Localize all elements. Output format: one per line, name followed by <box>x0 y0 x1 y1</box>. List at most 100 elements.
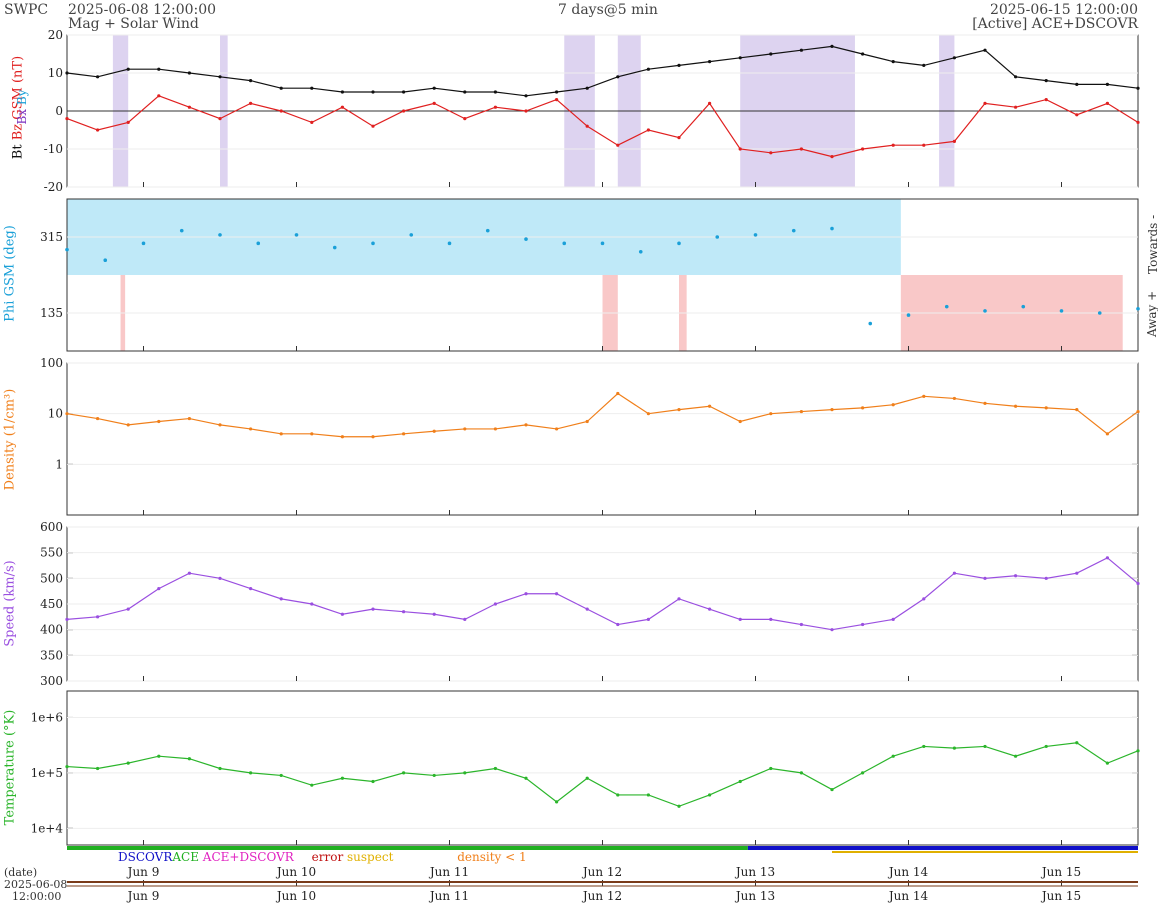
legend-ace: ACE <box>172 850 199 864</box>
bt-series-point <box>1044 79 1048 83</box>
density-series-point <box>1044 406 1048 410</box>
phi-point <box>409 233 414 237</box>
bz-series-point <box>249 101 253 105</box>
temperature-series-point <box>371 779 375 784</box>
panel-frame <box>66 690 1139 846</box>
density-series-point <box>1105 432 1109 436</box>
density-series-point <box>922 394 926 398</box>
bz-series-point <box>126 120 130 124</box>
x-tick-label: Jun 10 <box>275 889 316 903</box>
bt-series-point <box>524 94 528 98</box>
phi-point <box>1021 304 1026 309</box>
bz-series-point <box>432 101 436 105</box>
temperature-series-point <box>616 793 620 797</box>
density-series-point <box>126 423 130 427</box>
speed-series-point <box>310 602 314 606</box>
density-series-point <box>218 423 222 427</box>
speed-series-point <box>1105 556 1109 560</box>
temperature-series-point <box>187 757 191 761</box>
bz-series-point <box>738 147 742 151</box>
bz-series-point <box>769 151 773 155</box>
density-series-point <box>524 423 528 427</box>
bz-series <box>66 95 1139 158</box>
speed-series-point <box>1075 571 1079 575</box>
density-series-point <box>1136 409 1140 414</box>
bt-series-point <box>96 75 100 79</box>
phi-point <box>332 245 337 250</box>
bt-series-point <box>310 86 314 90</box>
bz-series-point <box>157 94 161 98</box>
temperature-series-point <box>585 776 589 780</box>
phi-point <box>753 233 758 237</box>
phi-point <box>1059 309 1064 313</box>
phi-point <box>218 233 222 237</box>
temperature-series-point <box>126 761 130 765</box>
density-series-point <box>65 412 69 416</box>
phi-point <box>715 235 720 239</box>
speed-series-point <box>96 615 100 619</box>
temperature-series-point <box>952 746 957 750</box>
y-tick-label: 350 <box>40 648 63 662</box>
speed-series <box>66 557 1139 631</box>
density-series-point <box>96 416 100 421</box>
temperature-series-point <box>1044 744 1048 749</box>
bt-series-point <box>493 90 497 94</box>
speed-series-point <box>126 607 130 611</box>
y-tick-label: 600 <box>40 520 63 534</box>
bt-series-point <box>616 75 620 79</box>
suspect-bar <box>832 851 1138 853</box>
bt-series-point <box>157 67 161 71</box>
temperature-series-point <box>922 744 926 749</box>
bz-series-point <box>1044 98 1048 102</box>
phi-point <box>638 249 643 254</box>
y-tick-label: 315 <box>40 230 63 244</box>
bt-series-point <box>1105 82 1109 86</box>
bz-series-point <box>1075 113 1079 117</box>
speed-series-point <box>187 571 191 575</box>
temperature-series-point <box>249 771 253 775</box>
phi-point <box>562 241 567 246</box>
temperature-series-point <box>830 787 834 792</box>
temperature-series-point <box>1075 741 1079 745</box>
phi-point <box>179 228 184 233</box>
bt-series-point <box>340 90 344 94</box>
bt-series-point <box>371 90 375 94</box>
bt-series-point <box>861 52 865 56</box>
density-series-point <box>1075 408 1079 412</box>
y-tick-label: 300 <box>40 674 63 688</box>
density-series-point <box>677 408 681 412</box>
speed-series-point <box>983 576 987 580</box>
bz-series-point <box>218 117 222 121</box>
speed-series-point <box>157 587 161 591</box>
bt-series-point <box>922 63 926 67</box>
speed-series-point <box>432 612 436 616</box>
bt-series-point <box>646 67 651 71</box>
speed-series-point <box>279 597 283 601</box>
speed-series-point <box>555 592 559 596</box>
speed-series-point <box>1136 581 1140 586</box>
bt-series-point <box>65 71 69 75</box>
y-tick-label: 20 <box>48 28 63 42</box>
bt-series-point <box>891 60 895 64</box>
density-series-point <box>952 396 957 401</box>
density-series-point <box>402 432 406 436</box>
legend-dscovr: DSCOVR <box>118 850 173 864</box>
speed-series-point <box>799 622 804 627</box>
bt-series-point <box>1075 82 1079 86</box>
density-series-point <box>371 435 375 439</box>
density-series <box>66 392 1139 438</box>
density-series-point <box>891 403 895 407</box>
x-tick-label: Jun 15 <box>1040 889 1081 903</box>
temperature-series-point <box>708 793 712 797</box>
y-tick-label: 1 <box>55 457 63 471</box>
temperature-series-point <box>279 773 283 778</box>
phi-point <box>256 241 261 246</box>
bt-series-point <box>830 44 834 49</box>
x-tick-label: Jun 9 <box>126 889 160 903</box>
temperature-series-point <box>340 776 344 780</box>
temperature-series-point <box>524 776 528 780</box>
bt-series-point <box>249 79 253 83</box>
bt-series-point <box>463 90 467 94</box>
x-tick-label: Jun 13 <box>734 865 775 879</box>
speed-series-point <box>861 622 865 627</box>
